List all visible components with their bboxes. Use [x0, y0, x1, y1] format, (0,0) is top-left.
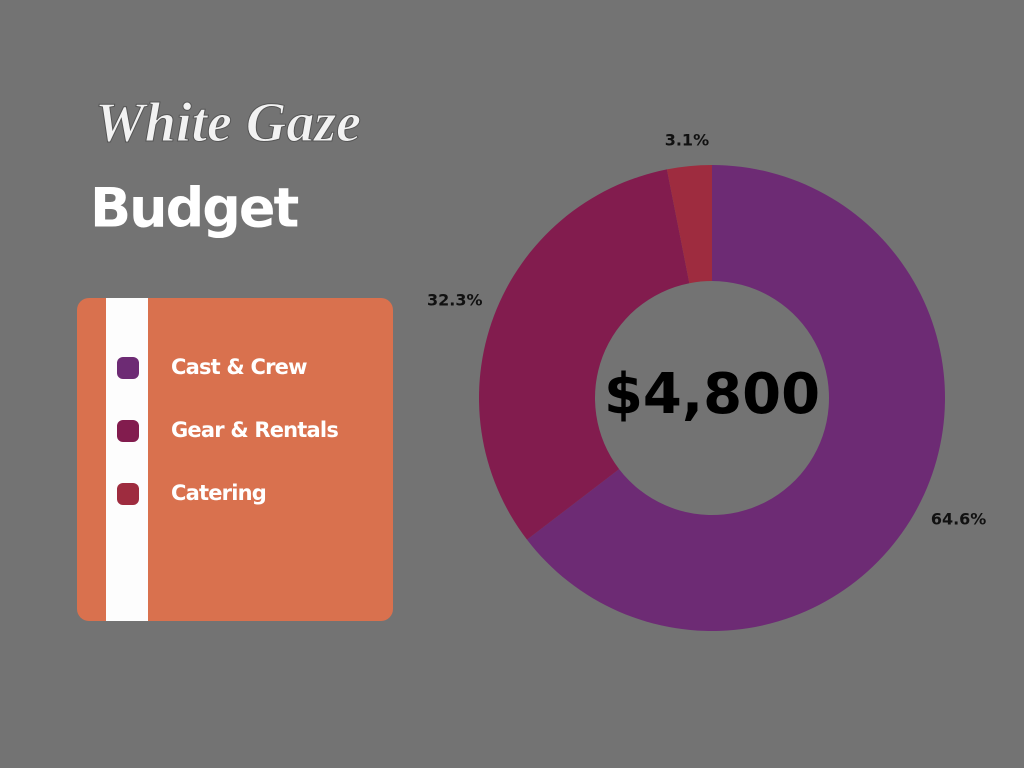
value-label: 64.6%	[931, 509, 987, 528]
legend-swatch	[117, 420, 139, 442]
legend-stripe	[106, 298, 148, 621]
slice	[666, 165, 712, 284]
legend-label: Catering	[171, 481, 266, 505]
legend-box	[77, 298, 393, 621]
center-label: $4,800	[604, 362, 820, 427]
legend-swatch	[117, 483, 139, 505]
value-label: 3.1%	[665, 131, 709, 150]
legend-label: Gear & Rentals	[171, 418, 338, 442]
chart-subtitle: Budget	[90, 177, 299, 240]
slice	[478, 169, 690, 540]
legend: Cast & Crew Gear & Rentals Catering	[117, 355, 339, 505]
legend-label: Cast & Crew	[171, 355, 307, 379]
value-label: 32.3%	[427, 290, 483, 309]
legend-swatch	[117, 357, 139, 379]
donut: 64.6% 32.3% 3.1%	[427, 131, 986, 631]
slice	[527, 165, 945, 631]
chart-title: White Gaze	[95, 92, 361, 154]
